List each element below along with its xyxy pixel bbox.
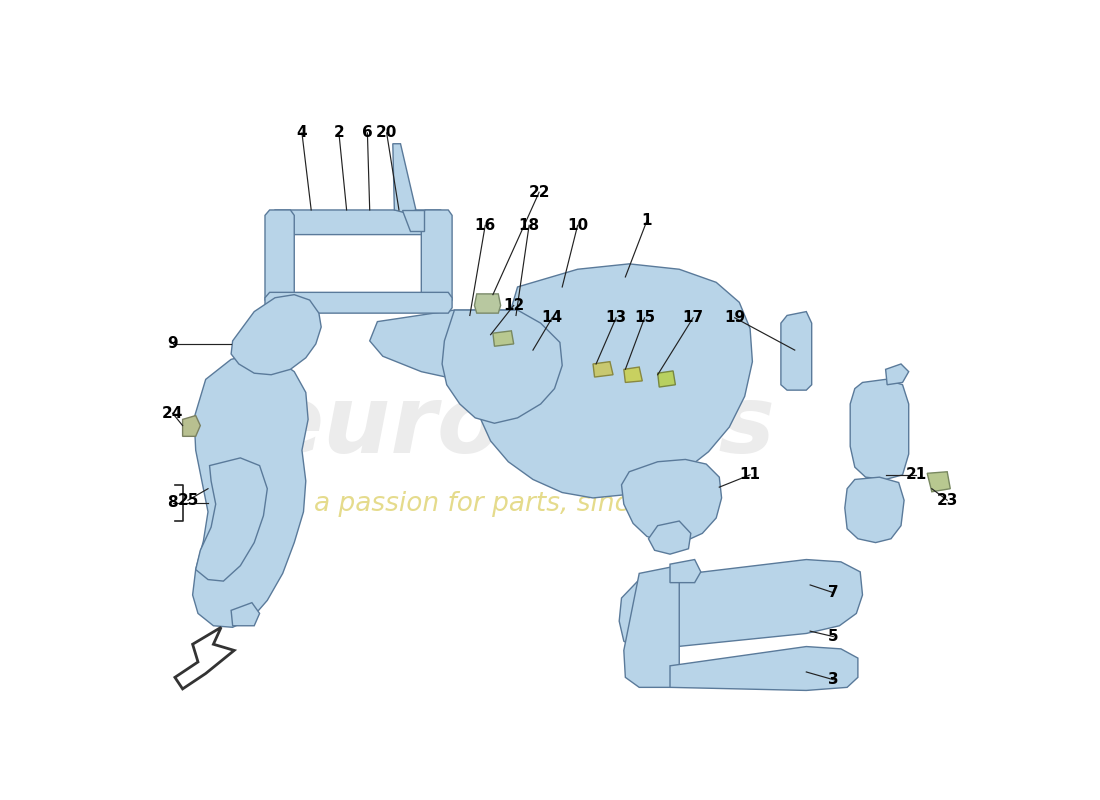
Polygon shape (442, 310, 562, 423)
Text: 24: 24 (162, 406, 184, 421)
Polygon shape (886, 364, 909, 385)
Text: 5: 5 (828, 629, 838, 644)
Polygon shape (781, 312, 812, 390)
Polygon shape (265, 292, 452, 313)
Polygon shape (196, 458, 267, 581)
Text: 19: 19 (724, 310, 746, 326)
Polygon shape (624, 567, 680, 687)
Polygon shape (403, 210, 424, 230)
Polygon shape (175, 627, 234, 689)
Polygon shape (670, 646, 858, 690)
Polygon shape (845, 477, 904, 542)
Text: 21: 21 (905, 467, 927, 482)
Polygon shape (192, 354, 308, 627)
Polygon shape (231, 294, 321, 374)
Polygon shape (393, 144, 416, 213)
Polygon shape (370, 310, 544, 381)
Polygon shape (474, 294, 500, 313)
Polygon shape (850, 379, 909, 479)
Text: 17: 17 (682, 310, 704, 326)
Text: 8: 8 (167, 495, 178, 510)
Text: eurofores: eurofores (260, 381, 776, 473)
Text: 23: 23 (936, 493, 958, 508)
Polygon shape (593, 362, 613, 377)
Text: 3: 3 (828, 672, 838, 687)
Text: 6: 6 (362, 126, 373, 141)
Text: 1: 1 (641, 214, 652, 228)
Polygon shape (670, 559, 701, 582)
Text: 25: 25 (177, 493, 199, 508)
Polygon shape (183, 415, 200, 436)
Text: 14: 14 (541, 310, 563, 326)
Polygon shape (649, 521, 691, 554)
Text: 16: 16 (474, 218, 496, 233)
Text: 7: 7 (828, 585, 838, 600)
Polygon shape (927, 472, 950, 492)
Polygon shape (421, 210, 452, 306)
Text: 11: 11 (739, 467, 760, 482)
Text: 15: 15 (634, 310, 656, 326)
Text: 10: 10 (566, 218, 588, 233)
Polygon shape (621, 459, 722, 542)
Text: 9: 9 (167, 337, 178, 351)
Text: 4: 4 (297, 126, 307, 141)
Text: 2: 2 (333, 126, 344, 141)
Polygon shape (270, 210, 449, 234)
Text: a passion for parts, since 1985: a passion for parts, since 1985 (315, 491, 720, 517)
Polygon shape (493, 331, 514, 346)
Polygon shape (624, 367, 642, 382)
Text: 22: 22 (528, 185, 550, 200)
Polygon shape (265, 210, 295, 306)
Polygon shape (619, 559, 862, 650)
Text: 13: 13 (605, 310, 627, 326)
Text: 18: 18 (518, 218, 540, 233)
Polygon shape (658, 371, 675, 387)
Polygon shape (475, 264, 752, 498)
Polygon shape (231, 602, 260, 626)
Text: 12: 12 (503, 298, 525, 313)
Text: 20: 20 (376, 126, 397, 141)
